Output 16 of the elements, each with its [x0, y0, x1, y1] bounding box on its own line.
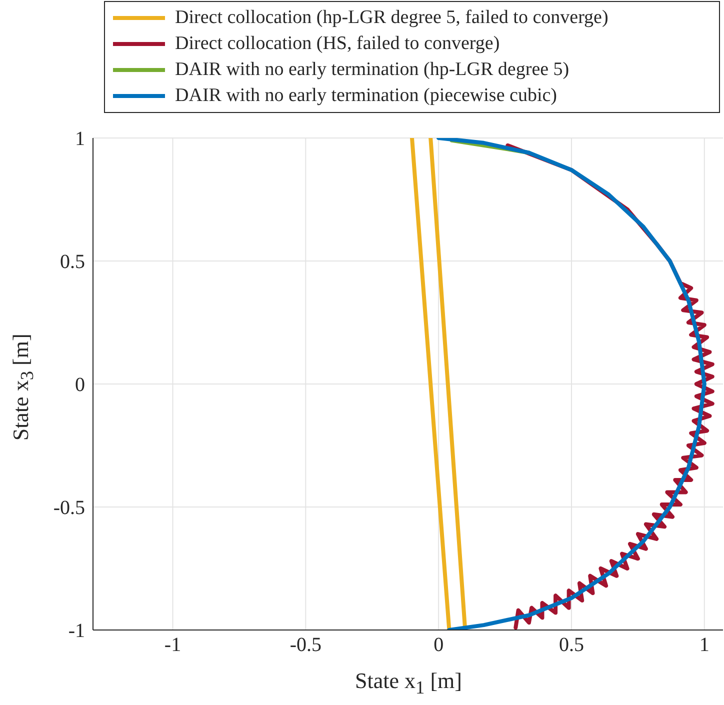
- y-tick-label: -0.5: [53, 497, 85, 520]
- legend-label: DAIR with no early termination (piecewise cubic): [175, 85, 557, 107]
- x-axis-title: State x$_{1}$ [m]: [354, 668, 463, 700]
- legend-label: Direct collocation (HS, failed to converge): [175, 33, 500, 55]
- legend-label: DAIR with no early termination (hp-LGR degree 5): [175, 59, 570, 81]
- legend-label: Direct collocation (hp-LGR degree 5, failed to converge): [175, 7, 608, 29]
- y-tick-label: -1: [68, 620, 85, 642]
- x-tick-label: 0: [434, 634, 444, 656]
- x-tick-label: 0.5: [558, 634, 584, 656]
- x-tick-label: -1: [164, 634, 182, 656]
- x-tick-label: 1: [699, 634, 710, 656]
- y-tick-label: 0.5: [60, 251, 85, 274]
- line-series: [436, 138, 706, 630]
- y-tick-label: 0: [75, 374, 85, 396]
- x-tick-label: -0.5: [290, 634, 322, 656]
- y-tick-label: 1: [75, 128, 85, 150]
